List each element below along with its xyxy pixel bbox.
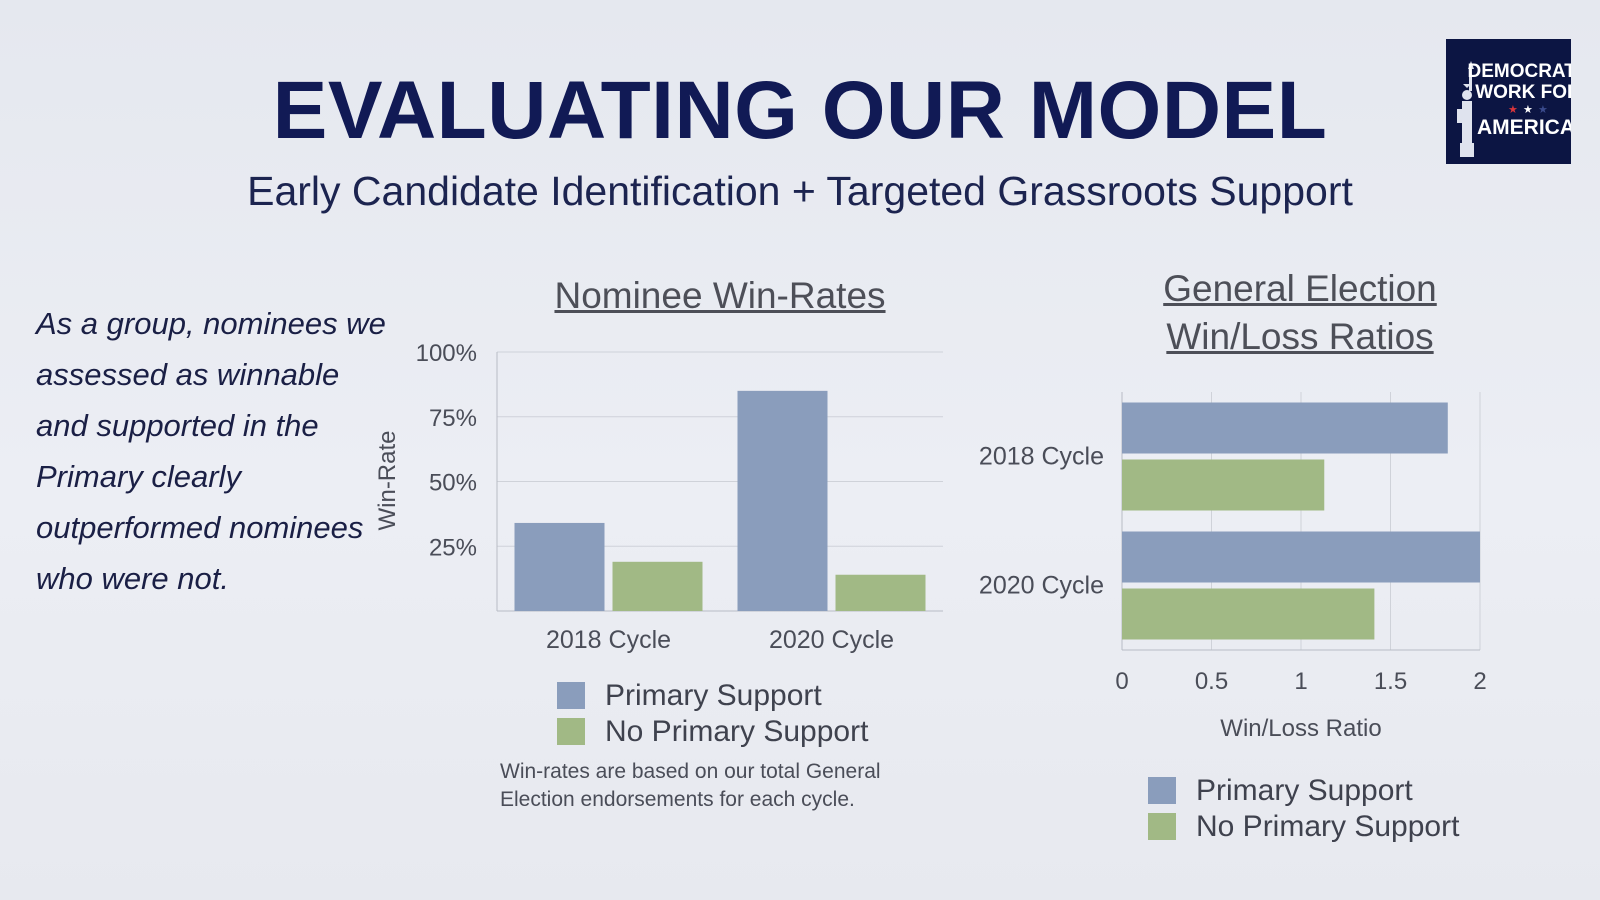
chart1-bar xyxy=(835,574,926,611)
chart2-title-line1: General Election xyxy=(1163,268,1437,309)
chart2-xtick-label: 0 xyxy=(1115,668,1128,695)
chart1-ylabel: Win-Rate xyxy=(374,430,401,530)
chart1-ytick-label: 75% xyxy=(429,405,477,432)
summary-text: As a group, nominees we assessed as winn… xyxy=(36,306,386,596)
chart1-bar xyxy=(737,390,828,611)
chart2-legend-swatch-1 xyxy=(1148,813,1176,840)
chart2-legend-label-0: Primary Support xyxy=(1196,774,1413,807)
chart2-xtick-label: 2 xyxy=(1473,668,1486,695)
chart2-legend-label-1: No Primary Support xyxy=(1196,810,1460,843)
white-star-icon: ★ xyxy=(1523,104,1533,116)
chart2-xlabel: Win/Loss Ratio xyxy=(1220,715,1381,742)
chart2-legend-swatch-0 xyxy=(1148,777,1176,804)
chart1-ytick-label: 50% xyxy=(429,470,477,497)
chart2-title-line2: Win/Loss Ratios xyxy=(1166,316,1434,357)
chart2-category-label: 2018 Cycle xyxy=(979,443,1104,471)
chart1-title: Nominee Win-Rates xyxy=(554,275,886,316)
slide-title: EVALUATING OUR MODEL xyxy=(272,65,1328,156)
chart1-ytick-label: 100% xyxy=(416,340,477,367)
logo-line3: AMERICA xyxy=(1477,116,1571,139)
slide-subtitle: Early Candidate Identification + Targete… xyxy=(247,168,1353,214)
chart1-bar xyxy=(612,561,703,611)
logo-line1: DEMOCRATS xyxy=(1467,61,1571,82)
dwa-logo: DEMOCRATS WORK FOR ★ ★ ★ AMERICA xyxy=(1446,39,1589,164)
chart2-bar xyxy=(1122,531,1480,583)
chart1-xtick-label: 2020 Cycle xyxy=(769,626,894,654)
chart2-category-label: 2020 Cycle xyxy=(979,572,1104,600)
chart2-xtick-label: 1.5 xyxy=(1374,668,1407,695)
footnote: Win-rates are based on our total General… xyxy=(500,760,881,811)
red-star-icon: ★ xyxy=(1508,104,1518,116)
blue-star-icon: ★ xyxy=(1538,104,1548,116)
chart1-legend-swatch-0 xyxy=(557,682,585,709)
chart1-bar xyxy=(514,522,605,611)
chart2-bar xyxy=(1122,459,1325,511)
chart2-xtick-label: 1 xyxy=(1294,668,1307,695)
chart1-xtick-label: 2018 Cycle xyxy=(546,626,671,654)
logo-line2: WORK FOR xyxy=(1475,82,1571,103)
chart1-legend-swatch-1 xyxy=(557,718,585,745)
chart1-ytick-label: 25% xyxy=(429,534,477,561)
chart1-legend-label-0: Primary Support xyxy=(605,679,822,712)
chart2-bar xyxy=(1122,402,1448,454)
chart2-title: General Election Win/Loss Ratios xyxy=(1100,265,1500,361)
chart2-xtick-label: 0.5 xyxy=(1195,668,1228,695)
chart2-bar xyxy=(1122,588,1375,640)
statue-of-liberty-icon: DEMOCRATS WORK FOR ★ ★ ★ AMERICA xyxy=(1457,61,1589,157)
chart1-legend-label-1: No Primary Support xyxy=(605,715,869,748)
